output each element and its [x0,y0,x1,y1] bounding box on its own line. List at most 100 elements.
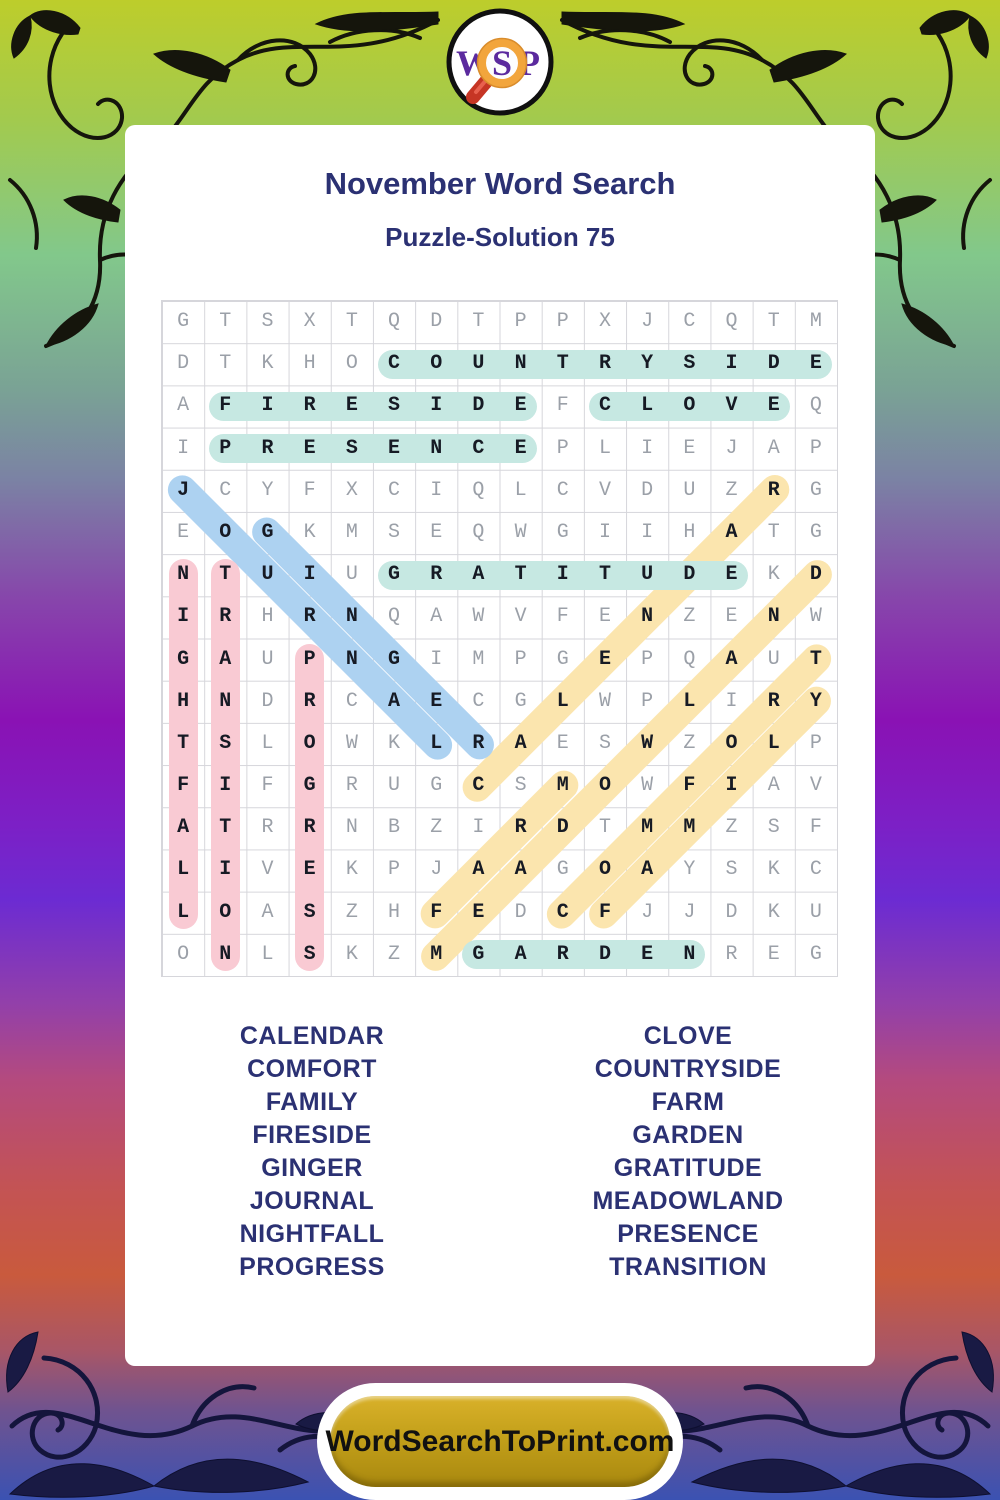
grid-cell: K [345,858,358,882]
grid-cell: D [683,563,696,587]
grid-cell: Z [725,478,738,502]
grid-cell: G [809,942,822,966]
word-list-item: CLOVE [643,1022,733,1050]
grid-cell: C [472,436,485,460]
site-button-capsule: WordSearchToPrint.com [317,1383,683,1500]
word-list-item: TRANSITION [609,1253,767,1281]
highlight-pill-countryside [377,349,832,379]
grid-cell: U [261,647,274,671]
grid-cell: A [767,436,780,460]
site-link-button[interactable]: WordSearchToPrint.com [326,1396,674,1487]
grid-cell: C [388,478,401,502]
grid-cell: Q [683,647,696,671]
grid-cell: R [767,478,780,502]
grid-cell: D [767,352,780,376]
highlight-pill-clove [588,391,790,421]
grid-cell: L [261,942,274,966]
grid-cell: I [177,605,190,629]
grid-cell: Z [430,816,443,840]
grid-cell: O [430,352,443,376]
grid-cell: L [430,731,443,755]
grid-cell: S [683,352,696,376]
grid-cell: W [345,731,358,755]
grid-cell: T [472,310,485,333]
grid-cell: W [641,774,654,798]
word-list-item: PROGRESS [239,1253,385,1281]
wsp-logo: W P S [445,7,555,117]
grid-cell: G [809,478,822,502]
grid-cell: K [345,942,358,966]
word-list-item: FARM [651,1088,725,1116]
grid-cell: V [514,605,527,629]
grid-cell: A [767,774,780,798]
grid-cell: J [177,478,190,502]
grid-cell: T [219,563,232,587]
grid-cell: J [641,900,654,924]
highlight-pill-presence [209,434,537,464]
grid-cell: B [388,816,401,840]
grid-cell: R [303,394,316,418]
grid-cell: R [219,605,232,629]
grid-cell: M [472,647,485,671]
grid-cell: E [767,942,780,966]
grid-cell: F [556,394,569,418]
grid-cell: X [345,478,358,502]
grid-cell: N [219,942,232,966]
grid-cell: E [598,605,611,629]
grid-cell: P [388,858,401,882]
grid-cell: E [345,394,358,418]
grid-cell: A [725,647,738,671]
grid-cell: C [472,774,485,798]
grid-cell: E [303,436,316,460]
grid-cell: V [809,774,822,798]
grid-cell: J [683,900,696,924]
grid-cell: J [430,858,443,882]
grid-cell: O [177,942,190,966]
word-list-left-column: CALENDAR COMFORT FAMILY FIRESIDE GINGER JOURN… [157,1020,467,1284]
grid-cell: D [472,394,485,418]
grid-cell: O [345,352,358,376]
grid-cell: E [514,436,527,460]
grid-cell: P [303,647,316,671]
grid-cell: T [556,352,569,376]
grid-cell: V [261,858,274,882]
grid-cell: P [641,689,654,713]
grid-cell: C [809,858,822,882]
grid-cell: F [303,478,316,502]
grid-cell: H [303,352,316,376]
grid-cell: P [641,647,654,671]
grid-cell: E [725,605,738,629]
grid-cell: W [472,605,485,629]
grid-cell: N [345,605,358,629]
grid-cell: U [345,563,358,587]
grid-cell: Y [809,689,822,713]
grid-cell: K [388,731,401,755]
grid-cell: F [809,816,822,840]
grid-cell: U [809,900,822,924]
grid-cell: F [683,774,696,798]
grid-cell: P [809,436,822,460]
grid-cell: Z [388,942,401,966]
grid-cell: L [177,858,190,882]
grid-cell: L [641,394,654,418]
grid-cell: U [767,647,780,671]
page-title: November Word Search [324,166,676,201]
grid-cell: R [598,352,611,376]
grid-cell: E [641,942,654,966]
grid-cell: G [556,858,569,882]
grid-cell: I [303,563,316,587]
grid-cell: L [261,731,274,755]
grid-cell: U [683,478,696,502]
grid-cell: A [177,394,190,418]
word-list-item: NIGHTFALL [239,1220,385,1248]
grid-cell: T [219,352,232,376]
puzzle-card: November Word Search Puzzle-Solution 75 … [125,125,875,1366]
grid-cell: A [261,900,274,924]
grid-cell: R [472,731,485,755]
grid-cell: I [430,478,443,502]
word-list-right-column: CLOVE COUNTRYSIDE FARM GARDEN GRATITUDE MEADO… [533,1020,843,1284]
grid-cell: Y [641,352,654,376]
grid-cell: T [219,310,232,333]
